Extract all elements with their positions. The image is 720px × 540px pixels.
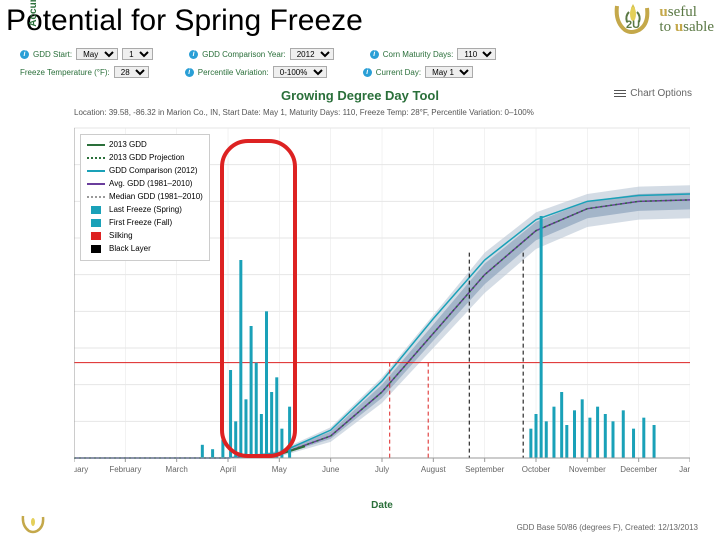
legend-label: 2013 GDD Projection (109, 152, 185, 164)
ctrl-comparison-year: i GDD Comparison Year: 2012 (189, 48, 334, 60)
svg-text:January: January (74, 465, 88, 474)
legend-label: Median GDD (1981–2010) (109, 191, 203, 203)
legend-item: First Freeze (Fall) (87, 217, 203, 229)
ctrl-label: Current Day: (376, 68, 421, 77)
ctrl-label: Percentile Variation: (198, 68, 269, 77)
legend-swatch (87, 180, 105, 188)
svg-text:August: August (421, 465, 447, 474)
maturity-days-select[interactable]: 110 (457, 48, 496, 60)
ctrl-percentile: i Percentile Variation: 0-100% (185, 66, 327, 78)
location-text: Location: 39.58, -86.32 in Marion Co., I… (74, 108, 534, 117)
svg-text:December: December (620, 465, 657, 474)
logo-text: useful to usable (659, 5, 714, 35)
legend-item: GDD Comparison (2012) (87, 165, 203, 177)
svg-text:March: March (166, 465, 188, 474)
svg-text:May: May (272, 465, 287, 474)
legend-swatch (87, 154, 105, 162)
svg-text:February: February (109, 465, 141, 474)
gdd-start-month-select[interactable]: May (76, 48, 118, 60)
footer-logo-icon (20, 514, 46, 534)
legend-label: GDD Comparison (2012) (109, 165, 197, 177)
logo-mark-icon: 2U (611, 2, 655, 38)
freeze-temp-select[interactable]: 28 (114, 66, 149, 78)
legend-label: Last Freeze (Spring) (109, 204, 182, 216)
chart-options-button[interactable]: Chart Options (614, 88, 692, 99)
controls-row-1: i GDD Start: May 1 i GDD Comparison Year… (20, 48, 700, 60)
ctrl-current-day: i Current Day: May 1 (363, 66, 473, 78)
legend-swatch (87, 167, 105, 175)
chart-title: Growing Degree Day Tool (0, 88, 720, 103)
svg-text:October: October (522, 465, 551, 474)
legend-item: Avg. GDD (1981–2010) (87, 178, 203, 190)
legend-item: Black Layer (87, 243, 203, 255)
ctrl-maturity-days: i Corn Maturity Days: 110 (370, 48, 497, 60)
info-icon[interactable]: i (363, 68, 372, 77)
legend-swatch (87, 219, 105, 227)
legend-swatch (87, 206, 105, 214)
legend-label: Avg. GDD (1981–2010) (109, 178, 192, 190)
svg-text:Janua: Janua (679, 465, 690, 474)
legend-item: 2013 GDD Projection (87, 152, 203, 164)
slide-title: Potential for Spring Freeze (6, 4, 363, 38)
legend-swatch (87, 232, 105, 240)
controls-row-2: Freeze Temperature (°F): 28 i Percentile… (20, 66, 700, 78)
current-day-select[interactable]: May 1 (425, 66, 473, 78)
legend-swatch (87, 141, 105, 149)
legend-swatch (87, 245, 105, 253)
legend-label: First Freeze (Fall) (109, 217, 172, 229)
chart-legend: 2013 GDD2013 GDD ProjectionGDD Compariso… (80, 134, 210, 261)
ctrl-label: Corn Maturity Days: (383, 50, 454, 59)
legend-item: Silking (87, 230, 203, 242)
hamburger-icon (614, 90, 626, 98)
percentile-select[interactable]: 0-100% (273, 66, 327, 78)
info-icon[interactable]: i (370, 50, 379, 59)
footer-text: GDD Base 50/86 (degrees F), Created: 12/… (517, 523, 698, 532)
svg-text:November: November (569, 465, 606, 474)
comparison-year-select[interactable]: 2012 (290, 48, 334, 60)
u2u-logo: 2U useful to usable (611, 2, 714, 38)
legend-label: 2013 GDD (109, 139, 147, 151)
legend-item: 2013 GDD (87, 139, 203, 151)
legend-label: Black Layer (109, 243, 151, 255)
info-icon[interactable]: i (185, 68, 194, 77)
svg-text:July: July (375, 465, 389, 474)
svg-text:2U: 2U (626, 19, 640, 31)
x-axis-label: Date (74, 500, 690, 511)
legend-item: Last Freeze (Spring) (87, 204, 203, 216)
y-axis-label: Accumulated Growing Degree Days (28, 0, 42, 122)
ctrl-label: GDD Comparison Year: (202, 50, 286, 59)
legend-swatch (87, 193, 105, 201)
info-icon[interactable]: i (189, 50, 198, 59)
legend-label: Silking (109, 230, 133, 242)
svg-text:September: September (465, 465, 504, 474)
svg-text:April: April (220, 465, 236, 474)
svg-text:June: June (322, 465, 340, 474)
legend-item: Median GDD (1981–2010) (87, 191, 203, 203)
chart-options-label: Chart Options (630, 88, 692, 99)
gdd-start-day-select[interactable]: 1 (122, 48, 153, 60)
